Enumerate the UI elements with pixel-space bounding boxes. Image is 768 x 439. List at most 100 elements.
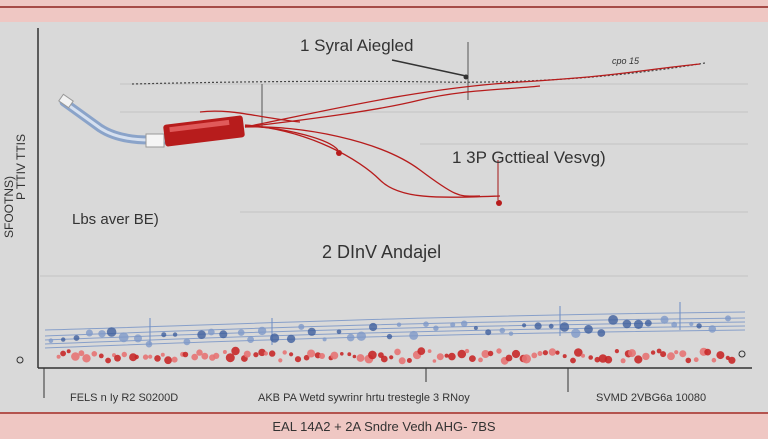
red-dot [98, 353, 104, 359]
red-dot [134, 354, 139, 360]
red-dot [642, 352, 650, 361]
red-dot [693, 357, 699, 363]
red-dot [269, 350, 276, 357]
red-dot [704, 348, 712, 356]
blue-dot [689, 321, 694, 327]
origin-marker [16, 356, 24, 364]
red-dot [196, 349, 203, 356]
red-dot [60, 350, 66, 357]
blue-dot [298, 323, 305, 330]
annotation-marker [463, 74, 469, 80]
blue-dot [499, 327, 506, 334]
red-curves [199, 63, 701, 198]
blue-dot [534, 322, 542, 330]
red-dot [570, 357, 576, 364]
red-dot [555, 350, 560, 355]
red-dot [82, 354, 91, 363]
red-dot [201, 352, 209, 360]
red-dot [628, 349, 636, 358]
red-dot [340, 352, 344, 356]
blue-dot [145, 340, 153, 348]
red-dot [66, 349, 71, 354]
footer-caption: EAL 14A2 + 2A Sndre Vedh AHG- 7BS [272, 419, 496, 434]
x-tick-label-2: AKB PA Wetd sywrinr hrtu trestegle 3 RNo… [258, 392, 470, 404]
top-band [0, 0, 768, 22]
red-dot [330, 351, 339, 360]
x-tick-label-1: FELS n Iy R2 S0200D [70, 392, 179, 404]
red-dot [160, 352, 165, 357]
red-dot [258, 348, 266, 357]
blue-dot [559, 322, 570, 332]
blue-dot [48, 338, 54, 344]
red-dot [537, 351, 543, 356]
top-rule [0, 6, 768, 8]
red-dot [427, 349, 432, 353]
blue-dot [336, 329, 342, 335]
blue-dot [386, 333, 393, 340]
red-dot [511, 349, 521, 359]
red-dot [182, 351, 189, 358]
red-dot [105, 357, 111, 364]
blue-dot [307, 327, 316, 336]
annotation-3: 1 3P Gcttieal Vesvg) [452, 148, 606, 167]
red-dot [496, 348, 502, 354]
blue-dot [396, 322, 402, 327]
red-dot [394, 348, 401, 356]
blue-dot [219, 330, 228, 339]
red-dot [444, 353, 449, 358]
blue-dot [571, 328, 581, 338]
red-dot [634, 355, 643, 364]
red-dot [114, 354, 121, 362]
red-dot [614, 349, 620, 354]
red-dot [448, 352, 456, 361]
blue-dot [237, 329, 245, 336]
red-dot [289, 352, 294, 357]
red-dot [148, 354, 153, 359]
blue-dot [450, 322, 456, 328]
red-dot [231, 346, 240, 356]
red-dot [469, 355, 476, 362]
blue-dot [172, 332, 178, 337]
red-dot [129, 353, 138, 362]
blue-dot [356, 331, 366, 341]
blue-dot [423, 321, 429, 328]
red-dot [294, 356, 302, 363]
red-dot [521, 354, 532, 364]
red-dot [56, 354, 61, 359]
red-dot [121, 351, 128, 358]
red-dot [685, 357, 692, 364]
syringe-illustration [58, 93, 245, 148]
red-dot [660, 351, 667, 358]
red-dots [56, 346, 736, 365]
red-dot [562, 354, 567, 359]
red-dot [464, 348, 470, 354]
blue-dot [346, 333, 355, 342]
blue-dot [608, 315, 618, 325]
annotation-leader [391, 59, 467, 77]
red-dot [588, 355, 593, 360]
red-dot [303, 354, 310, 361]
red-dot [667, 352, 675, 361]
red-dot [656, 348, 662, 354]
red-dot [71, 352, 80, 361]
blue-dot [73, 335, 80, 341]
bottom-band [0, 412, 768, 439]
annotation-4: Lbs aver BE) [72, 211, 159, 228]
blue-dot [508, 331, 514, 336]
red-dot [406, 358, 412, 363]
blue-dot [433, 325, 439, 331]
blue-dot [633, 319, 644, 329]
red-dot [728, 356, 736, 364]
blue-dot [161, 332, 167, 338]
red-dot [171, 356, 178, 363]
red-dot [278, 358, 283, 363]
red-dot [142, 354, 149, 360]
end-marker [738, 350, 746, 358]
blue-dot [369, 322, 378, 332]
blue-dot [622, 319, 632, 329]
blue-dot [660, 315, 669, 324]
blue-dot [118, 332, 129, 343]
blue-markers [149, 302, 681, 345]
blue-dot [584, 324, 593, 334]
blue-dot [473, 326, 478, 330]
